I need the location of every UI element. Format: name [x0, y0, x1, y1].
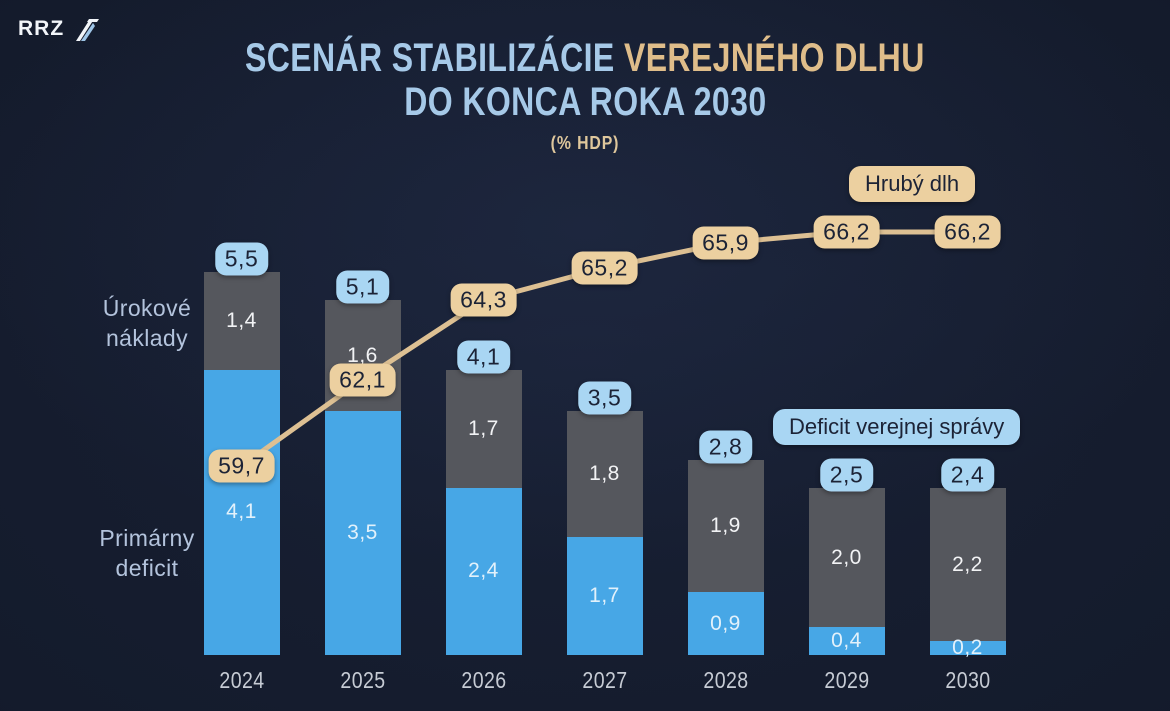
gross-debt-value-badge: 64,3 — [450, 283, 517, 317]
gross-debt-value-badge: 66,2 — [934, 215, 1001, 249]
interest-costs-value-label: 1,8 — [589, 462, 620, 486]
chart-title-line1: SCENÁR STABILIZÁCIE VEREJNÉHO DLHU — [0, 36, 1170, 81]
year-axis-label: 2030 — [944, 667, 991, 693]
bar-segment-primary-deficit — [687, 592, 764, 655]
total-deficit-badge: 2,5 — [819, 458, 874, 492]
gross-debt-value-badge: 59,7 — [208, 449, 275, 483]
bar-segment-interest-costs — [929, 487, 1006, 642]
bar-segment-interest-costs — [687, 460, 764, 593]
rrz-logo: RRZ — [18, 16, 100, 42]
primary-deficit-value-label: 4,1 — [226, 500, 257, 524]
primary-deficit-value-label: 0,2 — [952, 636, 983, 660]
bar-segment-primary-deficit — [929, 641, 1006, 655]
axis-note-primary-deficit: Primárny deficit — [99, 525, 195, 581]
year-axis-label: 2029 — [823, 667, 870, 693]
axis-note-interest-costs: Úrokové náklady — [102, 295, 192, 351]
rrz-logo-text: RRZ — [18, 17, 65, 40]
primary-deficit-value-label: 1,7 — [589, 583, 620, 607]
year-axis-label: 2026 — [460, 667, 507, 693]
gross-debt-value-badge: 65,2 — [571, 251, 638, 285]
interest-costs-value-label: 2,2 — [952, 552, 983, 576]
gross-debt-value-badge: 62,1 — [329, 363, 396, 397]
total-deficit-badge: 5,5 — [214, 242, 269, 276]
year-axis-label: 2027 — [581, 667, 628, 693]
year-axis-label: 2024 — [218, 667, 265, 693]
primary-deficit-value-label: 0,4 — [831, 629, 862, 653]
bar-segment-primary-deficit — [445, 487, 522, 655]
total-deficit-badge: 3,5 — [577, 381, 632, 415]
legend-gross-debt-badge: Hrubý dlh — [849, 166, 976, 202]
interest-costs-value-label: 1,4 — [226, 308, 257, 332]
gross-debt-value-badge: 66,2 — [813, 215, 880, 249]
interest-costs-value-label: 2,0 — [831, 545, 862, 569]
bar-segment-interest-costs — [808, 487, 885, 628]
bar-segment-primary-deficit — [808, 627, 885, 655]
total-deficit-badge: 2,8 — [698, 430, 753, 464]
year-axis-label: 2025 — [339, 667, 386, 693]
total-deficit-badge: 2,4 — [940, 458, 995, 492]
bar-segment-primary-deficit — [566, 536, 643, 655]
total-deficit-badge: 5,1 — [335, 270, 390, 304]
primary-deficit-value-label: 0,9 — [710, 611, 741, 635]
legend-deficit-badge: Deficit verejnej správy — [773, 409, 1021, 445]
primary-deficit-value-label: 3,5 — [347, 521, 378, 545]
title-part-blue: SCENÁR STABILIZÁCIE — [245, 36, 615, 80]
year-axis-label: 2028 — [702, 667, 749, 693]
interest-costs-value-label: 1,9 — [710, 514, 741, 538]
rrz-logo-slash-icon — [76, 19, 100, 41]
title-part-tan: VEREJNÉHO DLHU — [614, 36, 925, 80]
total-deficit-badge: 4,1 — [456, 340, 511, 374]
primary-deficit-value-label: 2,4 — [468, 559, 499, 583]
interest-costs-value-label: 1,7 — [468, 416, 499, 440]
chart-title-line2: DO KONCA ROKA 2030 — [403, 80, 767, 124]
chart-subtitle: (% HDP) — [550, 133, 620, 153]
gross-debt-value-badge: 65,9 — [692, 226, 759, 260]
